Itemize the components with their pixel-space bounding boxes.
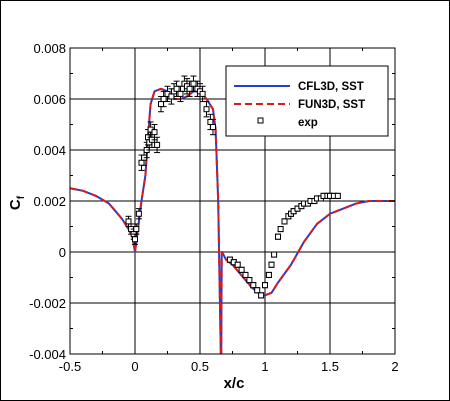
exp-point [132, 236, 138, 243]
exp-point [268, 261, 275, 268]
series-line-fun3d [70, 87, 395, 354]
y-tick-label: -0.004 [29, 347, 66, 362]
exp-point [250, 282, 257, 289]
exp-point [246, 277, 253, 284]
legend: CFL3D, SST FUN3D, SST exp [225, 65, 389, 137]
exp-point [125, 218, 132, 225]
exp-point [210, 124, 216, 131]
exp-point [254, 287, 261, 294]
legend-label-exp: exp [298, 117, 318, 129]
svg-text:Cf: Cf [7, 195, 27, 210]
exp-point [271, 251, 278, 258]
y-tick-label: 0.008 [33, 41, 66, 56]
exp-point [151, 129, 158, 136]
x-tick-label: -0.5 [59, 359, 81, 374]
legend-label-fun3d: FUN3D, SST [298, 99, 365, 111]
exp-point [258, 292, 265, 299]
y-tick-label: -0.002 [29, 296, 66, 311]
exp-point [281, 218, 288, 225]
legend-swatch-exp [257, 117, 264, 124]
exp-point [177, 90, 184, 97]
exp-point [262, 282, 268, 289]
x-tick-label: 0.5 [191, 359, 209, 374]
exp-markers [125, 75, 341, 299]
exp-point [138, 159, 145, 166]
exp-point [203, 106, 210, 113]
y-axis-label-main: C [7, 199, 24, 210]
exp-point [186, 85, 193, 92]
exp-point [154, 141, 161, 148]
exp-point [158, 101, 164, 108]
y-tick-labels: -0.004 -0.002 0 0.002 0.004 0.006 0.008 [29, 41, 66, 362]
exp-point [234, 261, 241, 268]
x-tick-label: 1.5 [321, 359, 339, 374]
y-tick-label: 0.002 [33, 194, 66, 209]
axis-ticks [69, 47, 396, 355]
exp-point [199, 90, 206, 97]
exp-point [173, 85, 180, 92]
legend-label-cfl3d: CFL3D, SST [298, 81, 364, 93]
exp-point [242, 271, 249, 278]
exp-point [207, 118, 214, 125]
y-tick-label: 0 [59, 245, 66, 260]
exp-point [277, 226, 284, 233]
exp-point [334, 192, 341, 199]
y-axis-label: Cf [7, 195, 27, 210]
x-tick-labels: -0.5 0 0.5 1 1.5 2 [59, 359, 399, 374]
exp-point [238, 266, 245, 273]
exp-point [133, 226, 140, 233]
exp-point [168, 93, 175, 100]
exp-point [160, 96, 167, 102]
exp-point [190, 80, 197, 87]
exp-point [135, 210, 142, 217]
y-axis-label-sub: f [16, 195, 27, 199]
x-tick-label: 0 [131, 359, 138, 374]
series-layer [70, 87, 395, 354]
exp-point [275, 233, 281, 240]
x-axis-label: x/c [224, 375, 245, 392]
x-tick-label: 2 [391, 359, 398, 374]
legend-box [225, 65, 389, 137]
exp-point [265, 271, 272, 278]
x-tick-label: 1 [261, 359, 268, 374]
y-tick-label: 0.006 [33, 92, 66, 107]
y-tick-label: 0.004 [33, 143, 66, 158]
